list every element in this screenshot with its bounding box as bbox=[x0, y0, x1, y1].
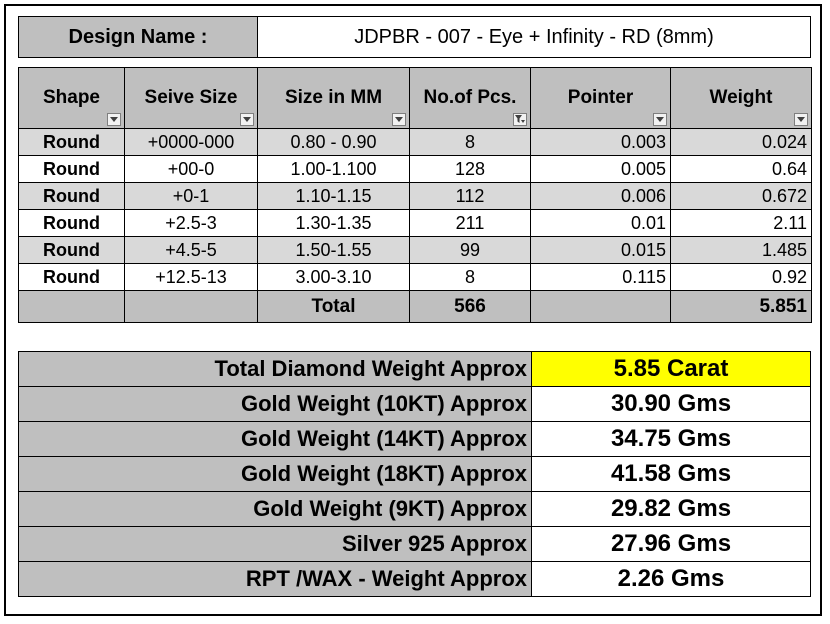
cell-size-mm[interactable]: 1.30-1.35 bbox=[257, 209, 410, 237]
cell-pcs[interactable]: 8 bbox=[409, 128, 531, 156]
cell-pointer[interactable]: 0.015 bbox=[530, 236, 671, 264]
cell-shape[interactable]: Round bbox=[18, 236, 125, 264]
design-name-value[interactable]: JDPBR - 007 - Eye + Infinity - RD (8mm) bbox=[257, 16, 811, 58]
summary-row: Gold Weight (10KT) Approx 30.90 Gms bbox=[18, 386, 811, 422]
col-header-label: Weight bbox=[709, 87, 773, 108]
summary-value-silver-925[interactable]: 27.96 Gms bbox=[531, 526, 811, 562]
cell-shape[interactable]: Round bbox=[18, 128, 125, 156]
filter-dropdown-icon[interactable] bbox=[392, 113, 406, 126]
col-header-shape: Shape bbox=[18, 67, 125, 129]
col-header-label: Pointer bbox=[567, 87, 634, 108]
filter-dropdown-icon[interactable] bbox=[240, 113, 254, 126]
cell-pointer[interactable]: 0.115 bbox=[530, 263, 671, 291]
cell-seive-size[interactable]: +2.5-3 bbox=[124, 209, 258, 237]
cell-pointer[interactable]: 0.01 bbox=[530, 209, 671, 237]
summary-row: RPT /WAX - Weight Approx 2.26 Gms bbox=[18, 561, 811, 597]
summary-row: Total Diamond Weight Approx 5.85 Carat bbox=[18, 351, 811, 387]
summary-label-gold-18kt[interactable]: Gold Weight (18KT) Approx bbox=[18, 456, 532, 492]
total-empty-cell[interactable] bbox=[124, 290, 258, 323]
stone-details-table: Shape Seive Size Size in MM No.of Pcs. P… bbox=[18, 67, 812, 323]
total-empty-cell[interactable] bbox=[18, 290, 125, 323]
totals-row: Total 566 5.851 bbox=[18, 290, 812, 323]
filter-dropdown-icon[interactable] bbox=[794, 113, 808, 126]
summary-row: Gold Weight (14KT) Approx 34.75 Gms bbox=[18, 421, 811, 457]
cell-weight[interactable]: 1.485 bbox=[670, 236, 812, 264]
cell-size-mm[interactable]: 1.50-1.55 bbox=[257, 236, 410, 264]
total-label[interactable]: Total bbox=[257, 290, 410, 323]
summary-row: Silver 925 Approx 27.96 Gms bbox=[18, 526, 811, 562]
summary-value-gold-14kt[interactable]: 34.75 Gms bbox=[531, 421, 811, 457]
cell-size-mm[interactable]: 0.80 - 0.90 bbox=[257, 128, 410, 156]
cell-weight[interactable]: 2.11 bbox=[670, 209, 812, 237]
cell-seive-size[interactable]: +4.5-5 bbox=[124, 236, 258, 264]
total-weight[interactable]: 5.851 bbox=[670, 290, 812, 323]
cell-seive-size[interactable]: +12.5-13 bbox=[124, 263, 258, 291]
col-header-no-of-pcs: No.of Pcs. bbox=[409, 67, 531, 129]
summary-label-silver-925[interactable]: Silver 925 Approx bbox=[18, 526, 532, 562]
summary-value-gold-9kt[interactable]: 29.82 Gms bbox=[531, 491, 811, 527]
filter-dropdown-icon[interactable] bbox=[107, 113, 121, 126]
summary-label-gold-10kt[interactable]: Gold Weight (10KT) Approx bbox=[18, 386, 532, 422]
col-header-size-in-mm: Size in MM bbox=[257, 67, 410, 129]
col-header-label: Seive Size bbox=[144, 87, 238, 108]
col-header-weight: Weight bbox=[670, 67, 812, 129]
cell-size-mm[interactable]: 1.00-1.100 bbox=[257, 155, 410, 183]
cell-shape[interactable]: Round bbox=[18, 263, 125, 291]
cell-pointer[interactable]: 0.005 bbox=[530, 155, 671, 183]
cell-pointer[interactable]: 0.006 bbox=[530, 182, 671, 210]
cell-shape[interactable]: Round bbox=[18, 182, 125, 210]
cell-pcs[interactable]: 211 bbox=[409, 209, 531, 237]
cell-pcs[interactable]: 8 bbox=[409, 263, 531, 291]
cell-pcs[interactable]: 112 bbox=[409, 182, 531, 210]
cell-weight[interactable]: 0.672 bbox=[670, 182, 812, 210]
cell-weight[interactable]: 0.024 bbox=[670, 128, 812, 156]
summary-value-rpt-wax[interactable]: 2.26 Gms bbox=[531, 561, 811, 597]
summary-value-diamond-weight[interactable]: 5.85 Carat bbox=[531, 351, 811, 387]
col-header-pointer: Pointer bbox=[530, 67, 671, 129]
header-row: Shape Seive Size Size in MM No.of Pcs. P… bbox=[18, 67, 812, 129]
cell-seive-size[interactable]: +00-0 bbox=[124, 155, 258, 183]
summary-label-rpt-wax[interactable]: RPT /WAX - Weight Approx bbox=[18, 561, 532, 597]
summary-row: Gold Weight (18KT) Approx 41.58 Gms bbox=[18, 456, 811, 492]
summary-label-diamond-weight[interactable]: Total Diamond Weight Approx bbox=[18, 351, 532, 387]
cell-weight[interactable]: 0.64 bbox=[670, 155, 812, 183]
table-row: Round +0-1 1.10-1.15 112 0.006 0.672 bbox=[18, 182, 812, 210]
cell-size-mm[interactable]: 3.00-3.10 bbox=[257, 263, 410, 291]
table-row: Round +00-0 1.00-1.100 128 0.005 0.64 bbox=[18, 155, 812, 183]
cell-shape[interactable]: Round bbox=[18, 209, 125, 237]
col-header-seive-size: Seive Size bbox=[124, 67, 258, 129]
summary-label-gold-14kt[interactable]: Gold Weight (14KT) Approx bbox=[18, 421, 532, 457]
cell-pointer[interactable]: 0.003 bbox=[530, 128, 671, 156]
table-row: Round +0000-000 0.80 - 0.90 8 0.003 0.02… bbox=[18, 128, 812, 156]
cell-weight[interactable]: 0.92 bbox=[670, 263, 812, 291]
filter-dropdown-icon[interactable] bbox=[653, 113, 667, 126]
total-pcs[interactable]: 566 bbox=[409, 290, 531, 323]
summary-row: Gold Weight (9KT) Approx 29.82 Gms bbox=[18, 491, 811, 527]
cell-seive-size[interactable]: +0000-000 bbox=[124, 128, 258, 156]
summary-value-gold-10kt[interactable]: 30.90 Gms bbox=[531, 386, 811, 422]
design-name-table: Design Name : JDPBR - 007 - Eye + Infini… bbox=[18, 16, 811, 58]
design-name-label: Design Name : bbox=[18, 16, 258, 58]
cell-pcs[interactable]: 99 bbox=[409, 236, 531, 264]
cell-shape[interactable]: Round bbox=[18, 155, 125, 183]
cell-pcs[interactable]: 128 bbox=[409, 155, 531, 183]
cell-seive-size[interactable]: +0-1 bbox=[124, 182, 258, 210]
summary-label-gold-9kt[interactable]: Gold Weight (9KT) Approx bbox=[18, 491, 532, 527]
filter-funnel-icon[interactable] bbox=[513, 113, 527, 126]
col-header-label: Size in MM bbox=[284, 87, 383, 108]
weight-summary-table: Total Diamond Weight Approx 5.85 Carat G… bbox=[18, 351, 811, 597]
col-header-label: Shape bbox=[42, 87, 101, 108]
cell-size-mm[interactable]: 1.10-1.15 bbox=[257, 182, 410, 210]
table-row: Round +4.5-5 1.50-1.55 99 0.015 1.485 bbox=[18, 236, 812, 264]
total-empty-cell[interactable] bbox=[530, 290, 671, 323]
table-row: Round +12.5-13 3.00-3.10 8 0.115 0.92 bbox=[18, 263, 812, 291]
col-header-label: No.of Pcs. bbox=[423, 87, 517, 108]
summary-value-gold-18kt[interactable]: 41.58 Gms bbox=[531, 456, 811, 492]
table-row: Round +2.5-3 1.30-1.35 211 0.01 2.11 bbox=[18, 209, 812, 237]
